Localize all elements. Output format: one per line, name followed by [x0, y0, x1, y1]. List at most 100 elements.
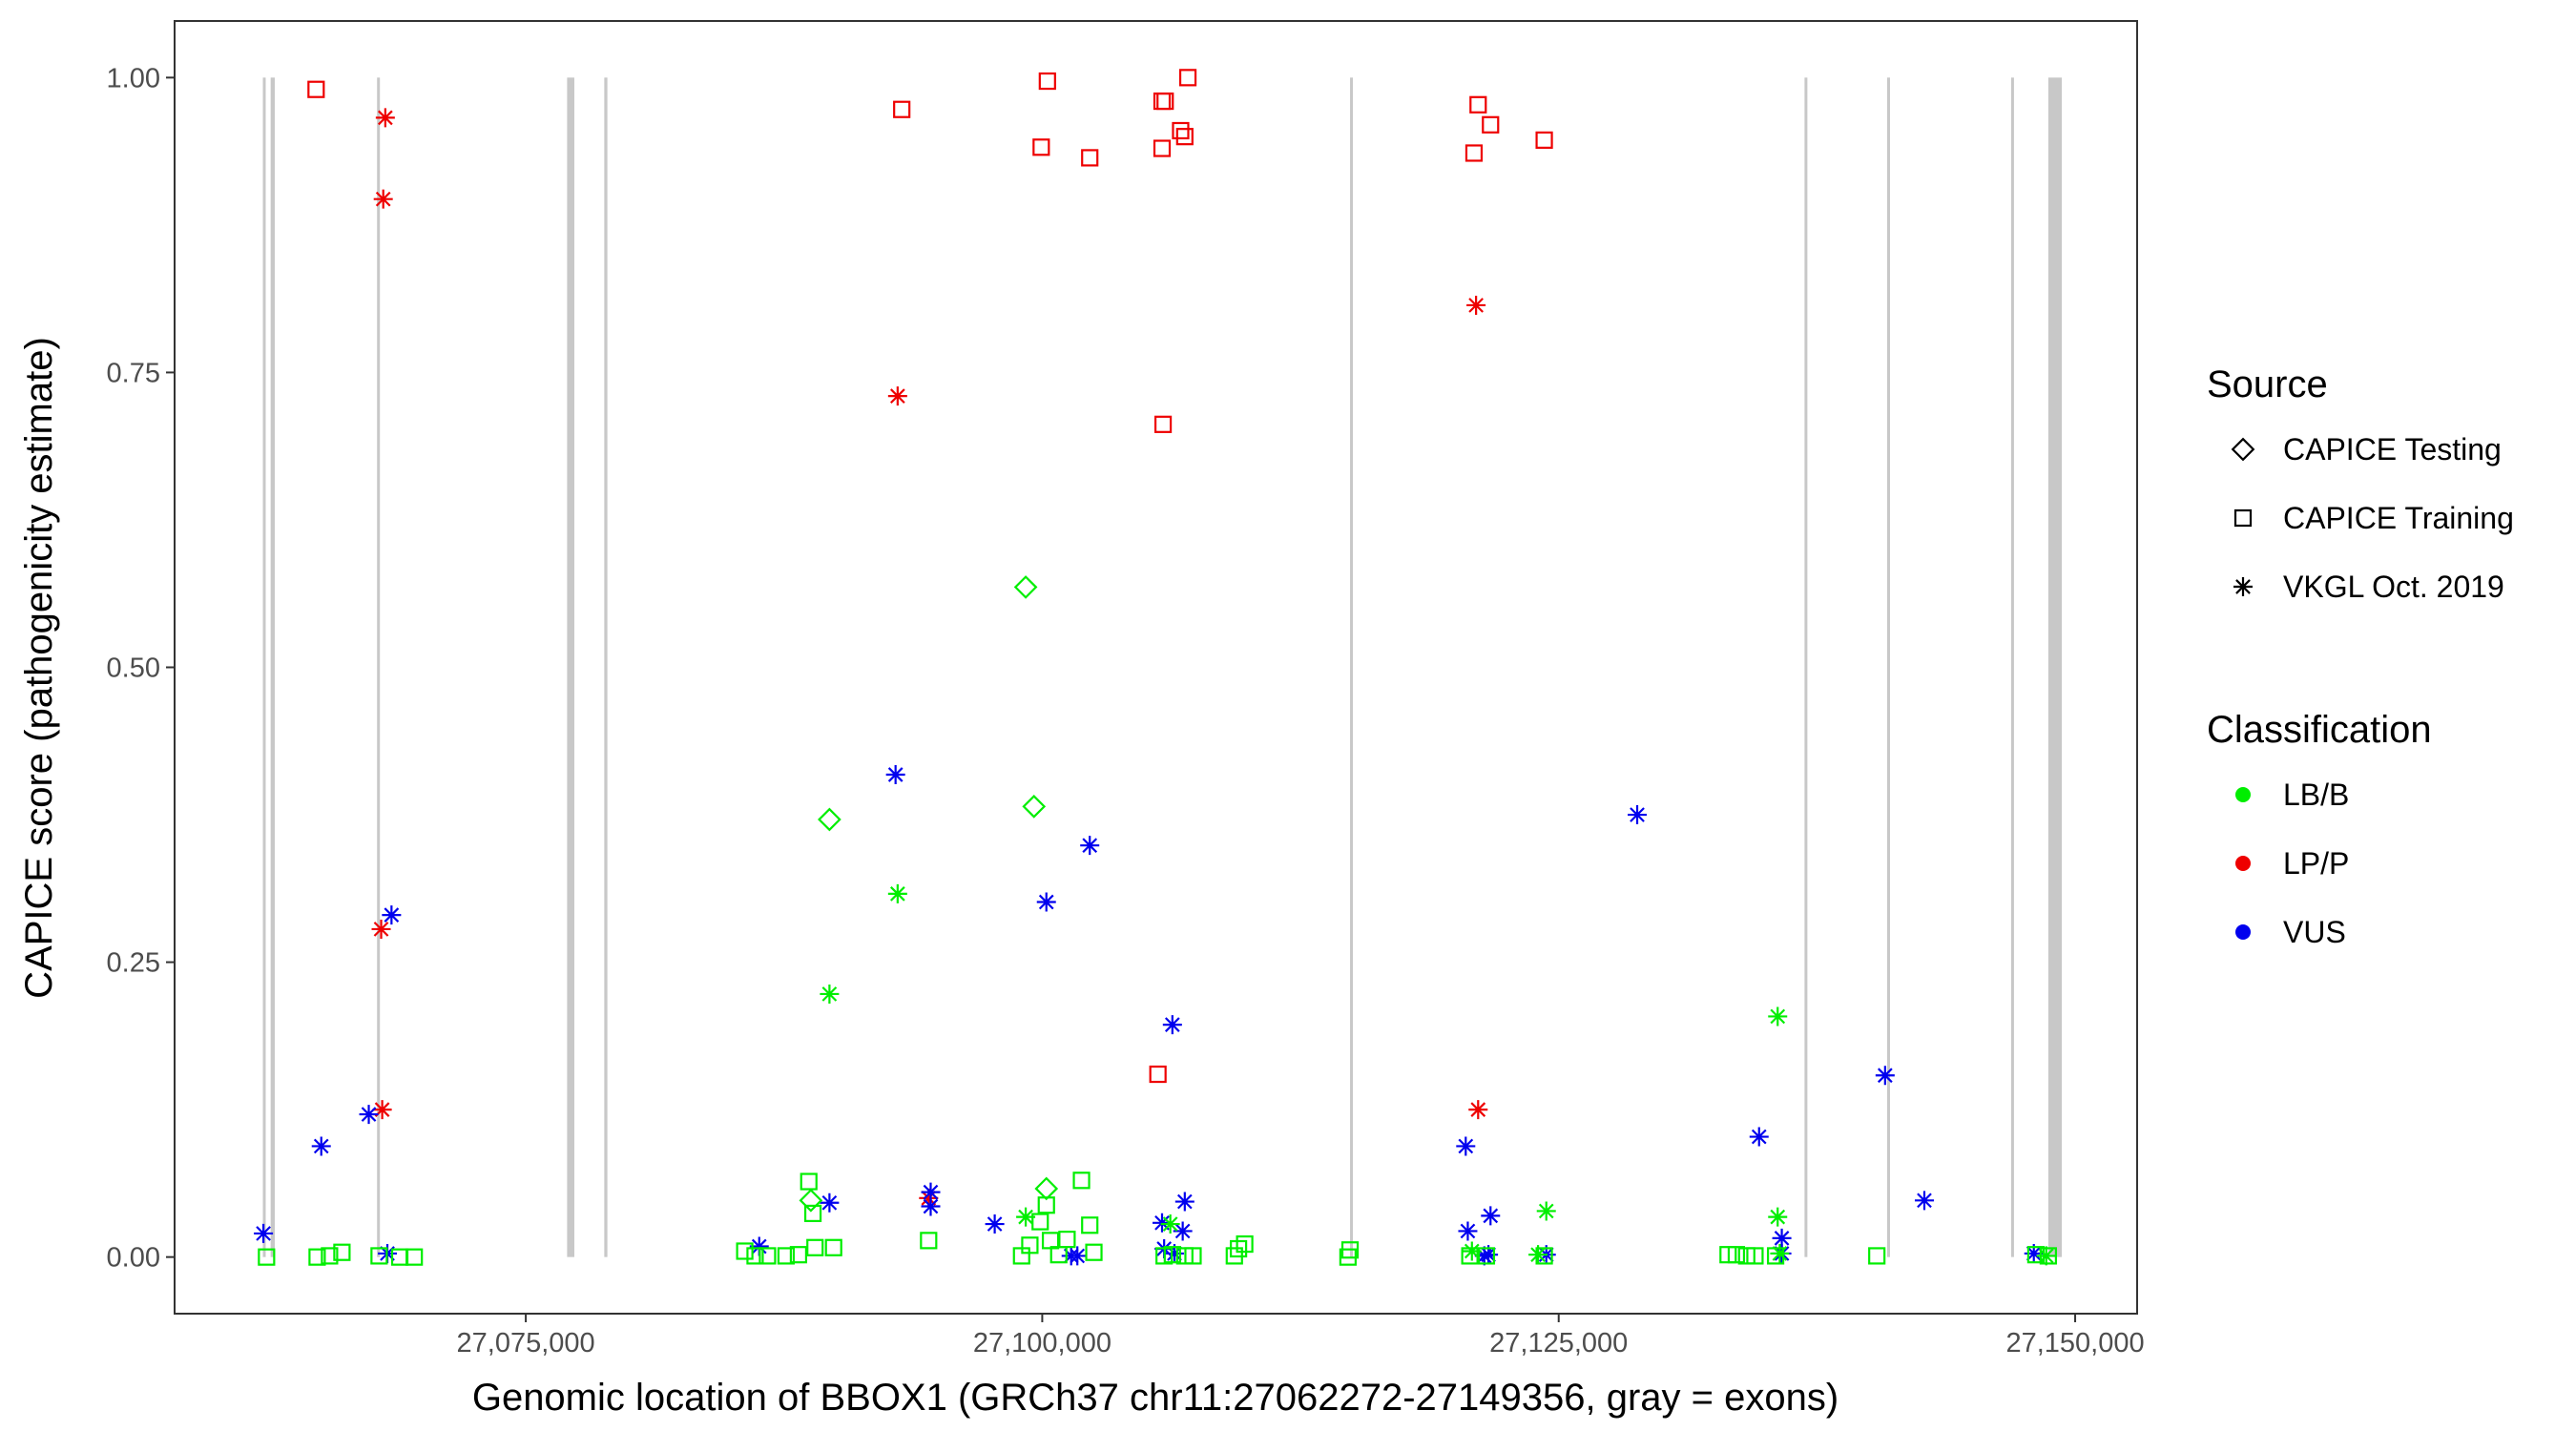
point-square-lb-b [803, 1204, 822, 1223]
point-asterisk-vus [1749, 1127, 1769, 1147]
asterisk-icon [2233, 577, 2253, 596]
point-square-lb-b [824, 1238, 842, 1256]
legend: Source CAPICE Testing CAPICE Training VK… [2207, 363, 2514, 949]
point-square-lp-p [893, 100, 911, 118]
point-square-lb-b [777, 1247, 796, 1265]
point-asterisk-vus [1174, 1192, 1195, 1212]
point-asterisk-vus [1875, 1066, 1895, 1086]
point-asterisk-lb-b [1160, 1214, 1180, 1234]
legend-item-vkgl: VKGL Oct. 2019 [2233, 570, 2504, 604]
exon-band [262, 77, 266, 1257]
legend-label-vus: VUS [2283, 915, 2346, 949]
exon-band [2047, 77, 2063, 1257]
point-diamond-lb-b [799, 1188, 823, 1213]
point-square-lb-b [1766, 1247, 1785, 1265]
point-square-lp-p [1038, 72, 1056, 91]
point-square-lp-p [1156, 92, 1174, 111]
point-diamond-lb-b [818, 807, 841, 832]
point-asterisk-vus [1458, 1221, 1478, 1241]
y-tick-label: 0.00 [107, 1243, 160, 1274]
point-asterisk-vus [1914, 1191, 1934, 1211]
lp-p-dot-icon [2235, 856, 2251, 871]
x-axis-title: Genomic location of BBOX1 (GRCh37 chr11:… [472, 1377, 1839, 1419]
point-asterisk-lb-b [820, 984, 840, 1004]
point-asterisk-vus [1481, 1206, 1501, 1226]
point-square-lb-b [308, 1248, 326, 1266]
point-square-lb-b [333, 1243, 351, 1261]
point-square-lb-b [1535, 1247, 1553, 1265]
y-tick-label: 0.25 [107, 948, 160, 979]
point-square-lp-p [1149, 1065, 1167, 1084]
point-asterisk-vus [1628, 805, 1648, 825]
point-square-lb-b [1746, 1247, 1764, 1265]
point-asterisk-lb-b [1016, 1207, 1036, 1227]
point-asterisk-lb-b [1768, 1006, 1788, 1027]
legend-label-lp-p: LP/P [2283, 846, 2349, 881]
point-asterisk-vus [921, 1196, 941, 1216]
point-square-lb-b [1037, 1196, 1055, 1214]
point-square-lp-p [1178, 69, 1197, 87]
point-square-lb-b [920, 1232, 938, 1250]
point-diamond-lb-b [1034, 1176, 1059, 1201]
point-square-lb-b [1230, 1239, 1248, 1258]
exon-band [270, 77, 276, 1257]
legend-label-vkgl: VKGL Oct. 2019 [2283, 570, 2504, 604]
point-asterisk-vus [382, 905, 402, 925]
exon-layer [262, 77, 2063, 1257]
legend-label-capice-training: CAPICE Training [2283, 501, 2514, 535]
legend-source-title: Source [2207, 363, 2328, 405]
point-square-lb-b [370, 1247, 388, 1265]
point-square-lb-b [1236, 1234, 1254, 1254]
point-asterisk-vus [1173, 1221, 1193, 1241]
point-asterisk-vus [1080, 836, 1100, 856]
point-asterisk-lb-b [1536, 1201, 1556, 1221]
point-asterisk-lp-p [1466, 295, 1486, 315]
point-square-lb-b [789, 1246, 808, 1264]
y-tick-label: 0.75 [107, 358, 160, 388]
point-square-lb-b [1163, 1246, 1181, 1264]
point-asterisk-vus [1153, 1213, 1172, 1233]
point-asterisk-lp-p [372, 1100, 392, 1120]
point-square-lb-b [806, 1238, 824, 1256]
point-square-lb-b [1085, 1243, 1103, 1261]
exon-band [377, 77, 381, 1257]
exon-band [1887, 77, 1890, 1257]
point-asterisk-vus [1068, 1246, 1088, 1266]
point-asterisk-lb-b [1768, 1207, 1788, 1227]
point-square-lb-b [758, 1247, 777, 1265]
point-diamond-lb-b [1013, 575, 1038, 599]
axis-layer: 0.00 0.25 0.50 0.75 1.00 27,075,000 27,100,000… [107, 63, 2145, 1358]
point-square-lb-b [1021, 1236, 1039, 1255]
point-square-lb-b [1340, 1241, 1360, 1259]
point-square-lb-b [2039, 1247, 2057, 1265]
square-icon [2233, 508, 2253, 528]
x-tick-label: 27,150,000 [2005, 1328, 2144, 1358]
point-square-lb-b [736, 1242, 754, 1260]
point-asterisk-lp-p [919, 1188, 939, 1208]
point-asterisk-vus [1164, 1243, 1184, 1263]
legend-item-vus: VUS [2235, 915, 2346, 949]
point-square-lp-p [1535, 131, 1553, 149]
point-asterisk-lp-p [373, 189, 393, 209]
point-square-lp-p [1465, 144, 1484, 162]
point-square-lb-b [405, 1248, 424, 1266]
point-asterisk-vus [1474, 1246, 1494, 1266]
point-asterisk-lp-p [1468, 1100, 1488, 1120]
exon-band [1804, 77, 1808, 1257]
point-asterisk-vus [749, 1236, 769, 1256]
vus-dot-icon [2235, 924, 2251, 940]
point-asterisk-lb-b [1462, 1241, 1482, 1261]
legend-item-lp-p: LP/P [2235, 846, 2349, 881]
legend-label-lb-b: LB/B [2283, 778, 2349, 812]
point-square-lb-b [1184, 1247, 1202, 1265]
y-axis-title: CAPICE score (pathogenicity estimate) [18, 337, 60, 999]
point-asterisk-lp-p [371, 919, 391, 939]
point-square-lb-b [1461, 1247, 1479, 1265]
y-tick-label: 0.50 [107, 653, 160, 684]
plot-panel-background [175, 21, 2137, 1314]
point-asterisk-lp-p [887, 386, 907, 406]
point-square-lb-b [258, 1248, 276, 1266]
point-asterisk-vus [1456, 1136, 1476, 1156]
legend-item-lb-b: LB/B [2235, 778, 2349, 812]
